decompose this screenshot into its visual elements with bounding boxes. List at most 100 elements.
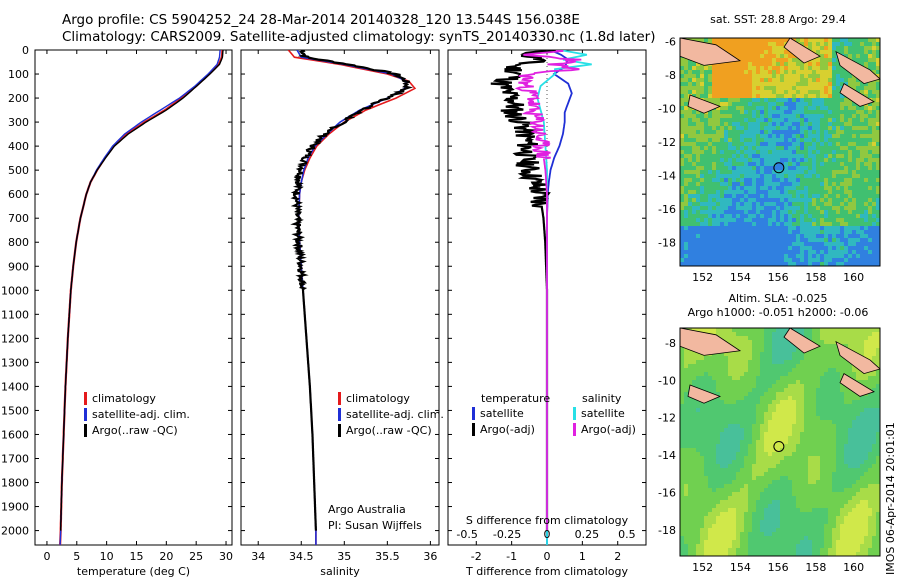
- sst-map-cell: [784, 86, 788, 90]
- sst-map-cell: [808, 150, 812, 154]
- sst-map-cell: [780, 178, 784, 182]
- sla-map-cell: [700, 460, 704, 464]
- sst-map-cell: [872, 50, 876, 54]
- sla-map-cell: [740, 372, 744, 376]
- sst-map-cell: [836, 50, 840, 54]
- sla-map-cell: [752, 472, 756, 476]
- sst-map-cell: [800, 210, 804, 214]
- sst-map-cell: [752, 114, 756, 118]
- sla-map-cell: [700, 456, 704, 460]
- sst-map-cell: [716, 166, 720, 170]
- sla-map-cell: [820, 380, 824, 384]
- sst-map-cell: [788, 238, 792, 242]
- sla-map-cell: [688, 368, 692, 372]
- sla-map-cell: [684, 460, 688, 464]
- sla-map-cell: [772, 336, 776, 340]
- sst-map-cell: [784, 126, 788, 130]
- sst-map-cell: [856, 246, 860, 250]
- sla-map-cell: [712, 328, 716, 332]
- sla-map-cell: [708, 444, 712, 448]
- sst-map-cell: [820, 158, 824, 162]
- sst-map-cell: [692, 110, 696, 114]
- sst-map-cell: [856, 158, 860, 162]
- sla-map-cell: [744, 408, 748, 412]
- sst-map-cell: [856, 230, 860, 234]
- sla-map-cell: [708, 456, 712, 460]
- sst-map-cell: [860, 194, 864, 198]
- sst-map-cell: [816, 142, 820, 146]
- sla-map-cell: [768, 468, 772, 472]
- sst-map-cell: [712, 118, 716, 122]
- sla-map-cell: [832, 432, 836, 436]
- sla-map-cell: [700, 424, 704, 428]
- sla-map-cell: [716, 392, 720, 396]
- sst-map-cell: [796, 74, 800, 78]
- sst-map-cell: [712, 194, 716, 198]
- sst-map-cell: [848, 142, 852, 146]
- sla-map-cell: [792, 404, 796, 408]
- sst-map-cell: [804, 242, 808, 246]
- sst-map-cell: [844, 226, 848, 230]
- sla-map-cell: [832, 420, 836, 424]
- sst-map-cell: [832, 126, 836, 130]
- sla-map-cell: [764, 468, 768, 472]
- sst-map-cell: [696, 38, 700, 42]
- sla-map-cell: [732, 472, 736, 476]
- sla-map-cell: [800, 380, 804, 384]
- sla-map-cell: [796, 392, 800, 396]
- sla-map-cell: [816, 352, 820, 356]
- sst-map-cell: [864, 106, 868, 110]
- sst-map-cell: [708, 74, 712, 78]
- sst-map-cell: [840, 98, 844, 102]
- sst-map-cell: [764, 142, 768, 146]
- sla-map-cell: [820, 412, 824, 416]
- sla-map-cell: [696, 380, 700, 384]
- sla-map-cell: [800, 328, 804, 332]
- sla-map-cell: [824, 460, 828, 464]
- sla-map-cell: [764, 384, 768, 388]
- sla-map-cell: [776, 444, 780, 448]
- sla-map-cell: [792, 444, 796, 448]
- sla-map-cell: [776, 352, 780, 356]
- sst-map-cell: [692, 170, 696, 174]
- sla-map-cell: [736, 432, 740, 436]
- sst-map-cell: [708, 242, 712, 246]
- sst-map-cell: [724, 258, 728, 262]
- sst-map-cell: [752, 146, 756, 150]
- sst-map-cell: [812, 50, 816, 54]
- sst-map-cell: [752, 218, 756, 222]
- sla-map-cell: [748, 348, 752, 352]
- sst-map-cell: [864, 122, 868, 126]
- sst-map-cell: [740, 138, 744, 142]
- sla-map-cell: [840, 472, 844, 476]
- sla-map-cell: [708, 432, 712, 436]
- sla-map-cell: [832, 464, 836, 468]
- sla-map-cell: [716, 384, 720, 388]
- sla-map-cell: [748, 380, 752, 384]
- sla-map-cell: [684, 412, 688, 416]
- sst-map-cell: [704, 230, 708, 234]
- sla-map-cell: [720, 416, 724, 420]
- sla-map-cell: [792, 380, 796, 384]
- sla-map-cell: [828, 372, 832, 376]
- sla-map-cell: [720, 336, 724, 340]
- sla-map-cell: [832, 356, 836, 360]
- sst-map-cell: [860, 218, 864, 222]
- sla-map-cell: [828, 360, 832, 364]
- sst-map-cell: [756, 42, 760, 46]
- sst-map-cell: [760, 238, 764, 242]
- sla-map-cell: [724, 364, 728, 368]
- sla-map-cell: [728, 464, 732, 468]
- sla-map-cell: [860, 448, 864, 452]
- sst-map-cell: [736, 82, 740, 86]
- sla-map-cell: [680, 388, 684, 392]
- sla-map-cell: [760, 420, 764, 424]
- sst-map-cell: [804, 42, 808, 46]
- sst-map-cell: [812, 210, 816, 214]
- sla-map-cell: [708, 404, 712, 408]
- sst-map-cell: [744, 154, 748, 158]
- sla-map-cell: [704, 368, 708, 372]
- sla-map-cell: [740, 400, 744, 404]
- sla-map-cell: [856, 400, 860, 404]
- sla-map-cell: [684, 376, 688, 380]
